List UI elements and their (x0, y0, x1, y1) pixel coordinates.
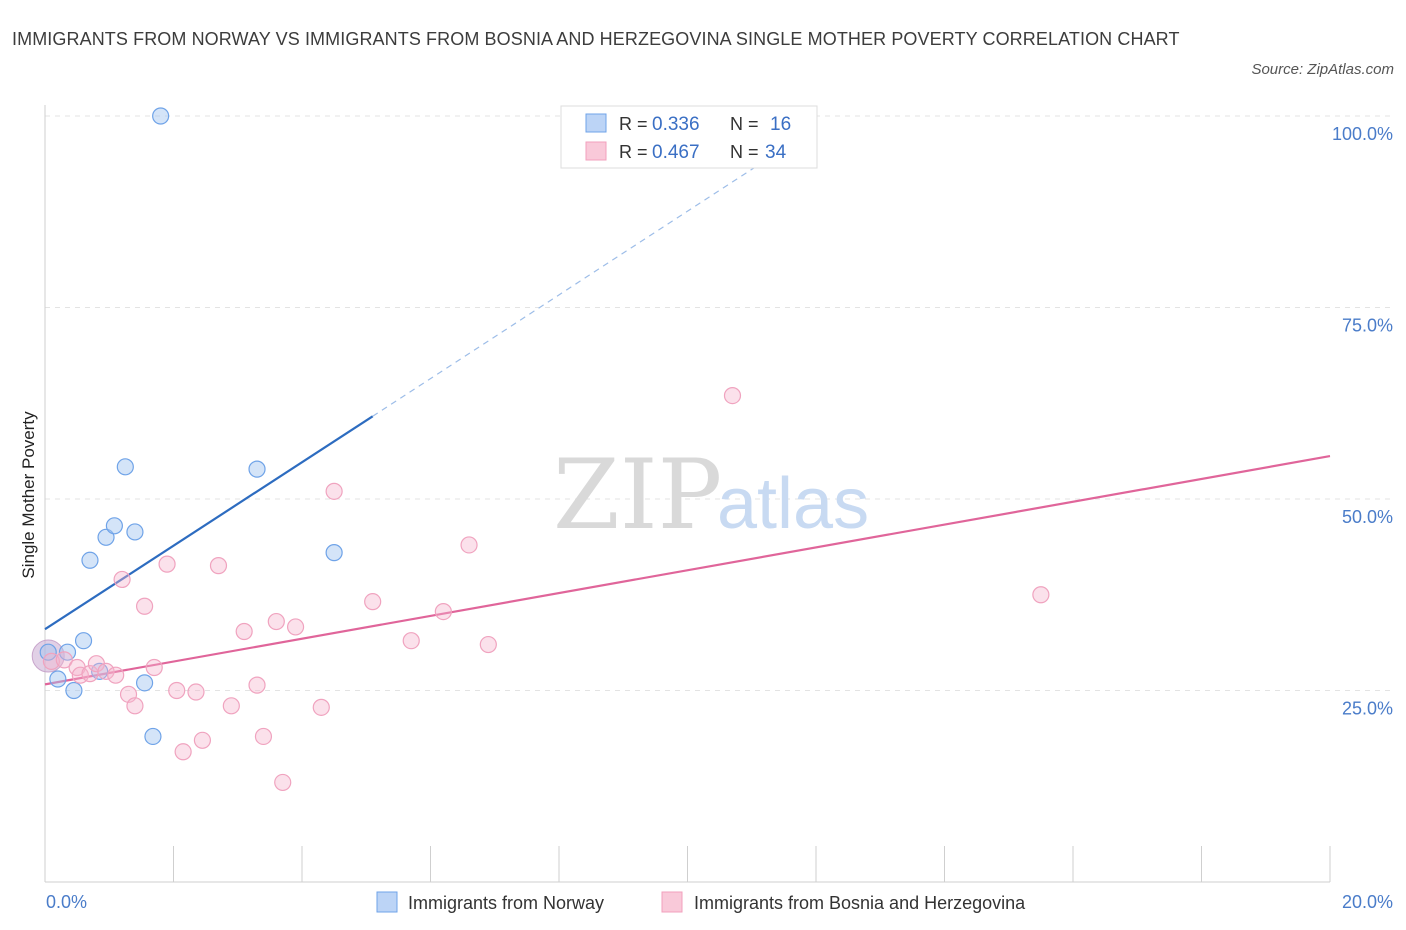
y-tick-label-2: 75.0% (1342, 316, 1393, 336)
watermark-zip: ZIP (553, 439, 722, 551)
norway-trend-extension (372, 126, 817, 417)
bosnia-point-6 (97, 662, 115, 680)
axes (44, 105, 1331, 883)
stats-n-value-2: 34 (765, 142, 787, 163)
bosnia-point-19 (222, 697, 240, 715)
bosnia-point-21 (248, 676, 266, 694)
x-tick-label-1: 20.0% (1342, 892, 1393, 912)
x-tick-labels: 0.0% 20.0% (46, 892, 1393, 912)
stats-legend: R = 0.336 N = 16 R = 0.467 N = 34 (560, 105, 818, 169)
norway-point-12 (144, 727, 162, 746)
grid-lines (45, 115, 1392, 691)
watermark-atlas: atlas (717, 464, 869, 544)
bosnia-point-13 (158, 555, 176, 573)
y-axis-label: Single Mother Poverty (19, 411, 38, 579)
bosnia-point-26 (312, 698, 330, 716)
bosnia-point-8 (113, 570, 131, 589)
bosnia-point-10 (126, 697, 144, 715)
y-tick-label-0: 25.0% (1342, 699, 1393, 719)
x-tick-label-0: 0.0% (46, 892, 87, 912)
bosnia-point-24 (274, 773, 292, 792)
y-tick-label-3: 100.0% (1332, 124, 1393, 144)
bosnia-point-1 (55, 651, 73, 669)
stats-r-value-1: 0.336 (652, 114, 700, 135)
bosnia-point-18 (209, 557, 228, 575)
bosnia-point-28 (364, 593, 382, 611)
stats-r-value-2: 0.467 (652, 142, 700, 163)
norway-swatch (585, 113, 607, 133)
chart-title: IMMIGRANTS FROM NORWAY VS IMMIGRANTS FRO… (12, 29, 1180, 49)
stats-n-label-2: N = (730, 142, 759, 162)
legend-bosnia-label: Immigrants from Bosnia and Herzegovina (694, 893, 1026, 913)
bosnia-point-23 (267, 612, 285, 631)
stats-n-value-1: 16 (770, 114, 791, 135)
series-legend: Immigrants from Norway Immigrants from B… (376, 891, 1026, 913)
y-tick-label-1: 50.0% (1342, 507, 1393, 527)
bosnia-point-32 (479, 635, 497, 654)
stats-n-label-1: N = (730, 114, 759, 134)
bosnia-point-16 (187, 683, 205, 701)
norway-point-10 (126, 523, 144, 541)
norway-point-11 (135, 674, 154, 692)
watermark: ZIP atlas (553, 439, 869, 551)
legend-bosnia-swatch (661, 891, 683, 913)
norway-point-1 (49, 670, 67, 688)
bosnia-point-33 (723, 386, 742, 405)
bosnia-point-11 (135, 597, 154, 615)
norway-point-4 (74, 632, 93, 650)
bosnia-trend-line (44, 455, 1331, 686)
norway-point-8 (105, 517, 123, 535)
bosnia-swatch (585, 141, 607, 161)
bosnia-point-7 (107, 666, 125, 684)
legend-norway-label: Immigrants from Norway (408, 893, 604, 913)
legend-norway-swatch (376, 891, 398, 913)
norway-point-3 (65, 681, 83, 700)
bosnia-point-17 (193, 731, 212, 749)
bosnia-point-29 (402, 632, 420, 650)
stats-r-label-2: R = (619, 142, 648, 162)
bosnia-point-27 (325, 482, 343, 500)
norway-point-14 (248, 460, 266, 478)
bosnia-point-31 (460, 536, 478, 554)
norway-point-9 (116, 458, 134, 476)
bosnia-point-0 (42, 652, 61, 670)
trend-lines (44, 126, 1331, 686)
data-points (31, 107, 1050, 792)
norway-point-5 (81, 551, 99, 569)
norway-point-13 (152, 107, 170, 125)
y-tick-labels: 25.0% 50.0% 75.0% 100.0% (1332, 124, 1393, 719)
bosnia-point-12 (145, 658, 163, 677)
source-label: Source: ZipAtlas.com (1251, 61, 1394, 78)
bosnia-point-14 (168, 681, 186, 700)
bosnia-point-25 (286, 618, 305, 636)
bosnia-point-22 (254, 727, 273, 746)
cluster-point (31, 639, 65, 673)
norway-point-15 (325, 544, 343, 562)
stats-r-label-1: R = (619, 114, 648, 134)
bosnia-point-34 (1032, 586, 1050, 604)
bosnia-point-30 (434, 603, 452, 621)
norway-point-0 (39, 643, 57, 661)
norway-trend-line (44, 415, 374, 631)
bosnia-point-15 (174, 743, 192, 761)
bosnia-point-20 (235, 622, 253, 641)
norway-point-7 (97, 528, 115, 546)
